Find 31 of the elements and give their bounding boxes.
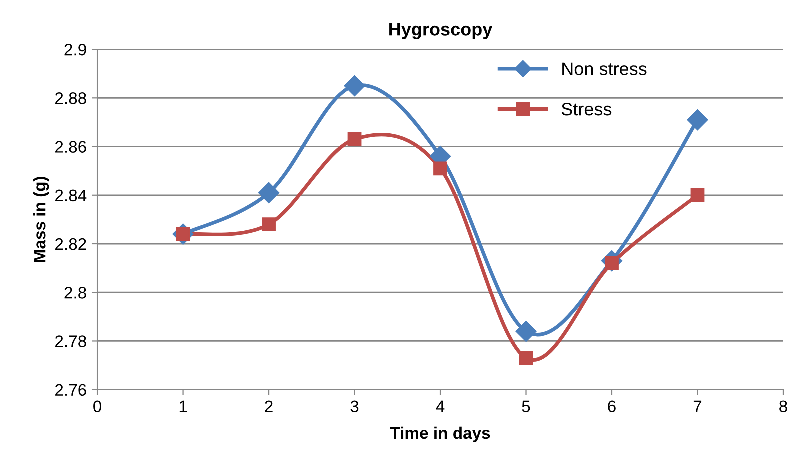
legend-label: Stress <box>562 102 612 116</box>
y-tick-label: 2.86 <box>56 141 86 153</box>
point <box>690 188 705 202</box>
y-tick-label: 2.8 <box>64 287 86 299</box>
x-tick-label: 6 <box>608 400 616 413</box>
point <box>516 320 537 342</box>
y-tick-label: 2.9 <box>64 44 86 56</box>
y-tick-label: 2.78 <box>56 336 86 348</box>
legend-label: Non stress <box>562 62 647 76</box>
point <box>519 351 534 366</box>
point <box>687 110 708 131</box>
y-axis-title: Mass in (g) <box>34 176 50 262</box>
y-tick-label: 2.82 <box>56 238 86 250</box>
x-tick-label: 5 <box>522 400 530 413</box>
y-tick-label: 2.84 <box>56 190 87 202</box>
y-tick-label: 2.88 <box>56 92 86 104</box>
y-tick-label: 2.76 <box>56 384 86 396</box>
point <box>262 218 276 232</box>
x-tick-label: 1 <box>180 400 188 412</box>
point <box>258 182 280 204</box>
point <box>344 75 366 97</box>
x-tick-label: 2 <box>265 400 273 412</box>
x-tick-label: 8 <box>780 400 788 413</box>
x-axis-title: Time in days <box>390 426 490 442</box>
point <box>348 132 362 146</box>
x-tick-label: 3 <box>350 400 359 413</box>
point <box>434 162 448 176</box>
x-tick-label: 7 <box>694 400 702 412</box>
chart-title: Hygroscopy <box>390 23 493 40</box>
x-tick-label: 0 <box>94 400 102 413</box>
x-tick-label: 4 <box>436 400 445 412</box>
